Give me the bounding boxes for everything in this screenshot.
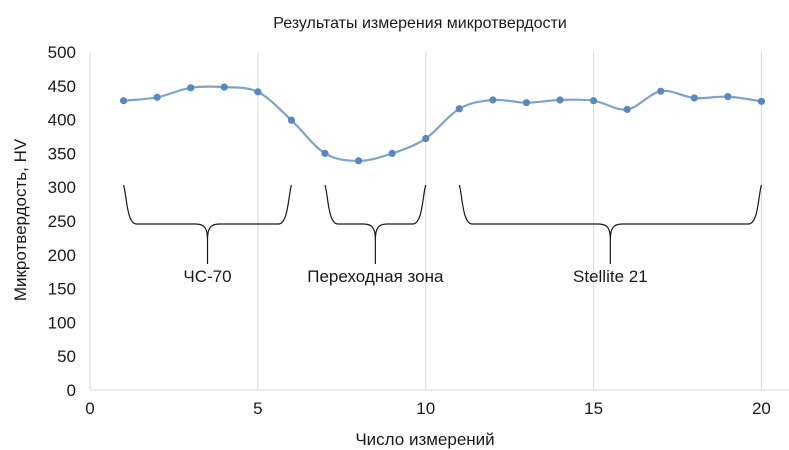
axis-layer: 0 50 100 150 200 250 300 350 400 450 500 0 5 10 15 20: [48, 43, 789, 418]
chart-title: Результаты измерения микротвердости: [273, 15, 567, 32]
x-tick-label: 15: [584, 399, 603, 418]
y-tick-label: 0: [67, 381, 76, 400]
zone-brace: [324, 184, 427, 264]
data-point: [153, 93, 161, 101]
zone-label: Stellite 21: [573, 267, 648, 286]
data-point: [287, 116, 296, 124]
x-axis-title: Число измерений: [355, 430, 494, 449]
data-point: [522, 99, 531, 107]
annotation-layer: ЧС-70 Переходная зона Stellite 21: [122, 184, 763, 286]
y-tick-label: 350: [48, 144, 76, 163]
data-point: [623, 105, 631, 114]
x-tick-label: 20: [752, 399, 771, 418]
series-line: [123, 85, 762, 162]
x-tick-label: 10: [416, 399, 435, 418]
data-point: [657, 87, 665, 95]
y-tick-label: 500: [48, 43, 76, 62]
data-point: [489, 96, 497, 104]
zone-label: ЧС-70: [183, 267, 231, 286]
data-point: [589, 97, 598, 105]
y-tick-label: 250: [48, 212, 76, 231]
x-tick-label: 0: [85, 399, 94, 418]
y-tick-label: 50: [57, 347, 76, 366]
y-tick-label: 450: [48, 77, 76, 96]
data-point: [354, 157, 363, 165]
zone-brace: [458, 184, 763, 264]
x-tick-label: 5: [253, 399, 262, 418]
zone-label: Переходная зона: [307, 267, 444, 286]
y-axis-title: Микротвердость, HV: [11, 138, 30, 301]
series-layer: [119, 83, 766, 165]
zone-brace: [122, 184, 293, 264]
grid-layer: [257, 52, 762, 390]
data-point: [757, 97, 766, 105]
data-point: [321, 149, 329, 157]
data-point: [220, 83, 228, 91]
data-point: [690, 94, 698, 102]
y-tick-label: 150: [48, 280, 76, 299]
data-point: [254, 88, 262, 96]
y-tick-label: 300: [48, 178, 76, 197]
y-tick-label: 100: [48, 313, 76, 332]
data-point: [724, 93, 732, 101]
data-point: [455, 105, 463, 113]
y-tick-label: 400: [48, 111, 76, 130]
data-point: [119, 97, 128, 105]
data-point: [422, 134, 430, 143]
data-point: [388, 149, 396, 157]
data-point: [187, 84, 195, 92]
data-point: [556, 96, 564, 104]
y-tick-label: 200: [48, 246, 76, 265]
